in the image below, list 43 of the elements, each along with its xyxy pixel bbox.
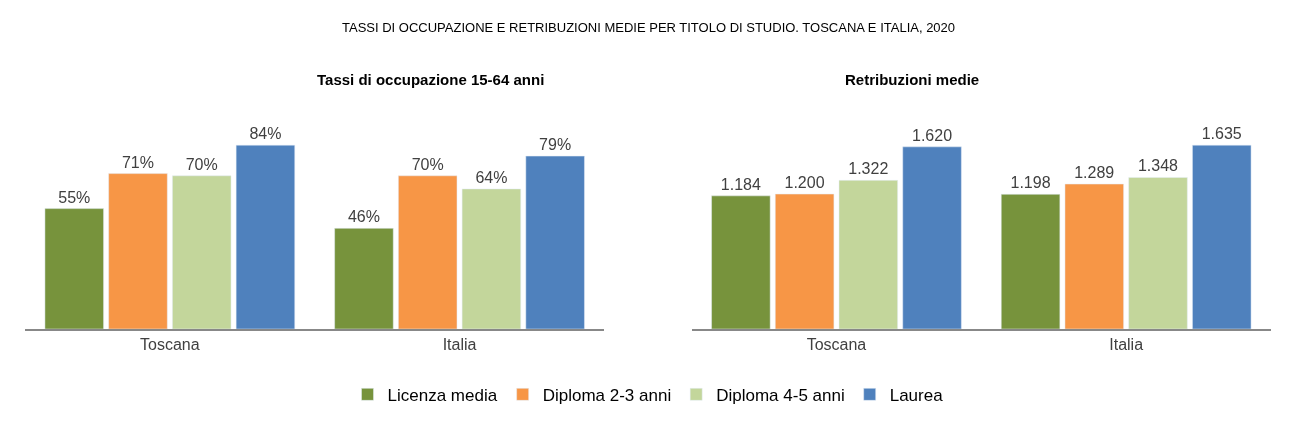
- bar: [235, 144, 296, 329]
- data-label: 1.620: [911, 126, 953, 144]
- data-label: 1.200: [784, 174, 825, 192]
- x-tick-label: Italia: [1109, 335, 1144, 353]
- data-label: 79%: [539, 136, 572, 154]
- data-label: 84%: [249, 125, 282, 143]
- data-label: 1.289: [1074, 164, 1115, 182]
- data-label: 55%: [58, 188, 91, 206]
- data-label: 70%: [411, 155, 444, 173]
- data-label: 70%: [185, 155, 218, 173]
- bar: [525, 155, 585, 329]
- data-label: 1.635: [1201, 125, 1242, 143]
- data-label: 1.348: [1137, 157, 1179, 175]
- bar: [838, 180, 898, 329]
- x-tick-label: Toscana: [140, 335, 200, 353]
- legend-label: Diploma 4-5 anni: [716, 385, 845, 405]
- legend-label: Licenza media: [387, 385, 498, 405]
- bar: [775, 193, 835, 329]
- bar: [711, 195, 771, 329]
- bar: [108, 173, 168, 329]
- legend-label: Diploma 2-3 anni: [542, 385, 672, 405]
- chart-title: Tassi di occupazione 15-64 anni: [317, 71, 545, 88]
- data-label: 1.198: [1010, 174, 1051, 192]
- data-label: 1.322: [848, 160, 889, 178]
- x-tick-label: Toscana: [806, 335, 867, 353]
- data-label: 1.184: [720, 175, 761, 193]
- bar: [1000, 194, 1061, 329]
- bar: [1128, 177, 1188, 329]
- bar: [1192, 144, 1252, 329]
- data-label: 64%: [475, 168, 508, 186]
- legend-label: Laurea: [889, 385, 944, 405]
- bar: [172, 175, 232, 329]
- text: TASSI DI OCCUPAZIONE E RETRIBUZIONI MEDIE PER TITOLO DI STUDIO. TOSCANA E ITALIA, 2020: [342, 20, 956, 35]
- x-tick-label: Italia: [442, 335, 477, 353]
- data-label: 71%: [121, 153, 154, 171]
- bar: [1064, 183, 1124, 329]
- data-label: 46%: [347, 208, 380, 226]
- chart-title: Retribuzioni medie: [845, 71, 980, 88]
- bar: [334, 228, 394, 329]
- bar: [461, 188, 521, 329]
- bar: [902, 146, 962, 329]
- bar: [398, 175, 458, 329]
- bar: [44, 208, 104, 329]
